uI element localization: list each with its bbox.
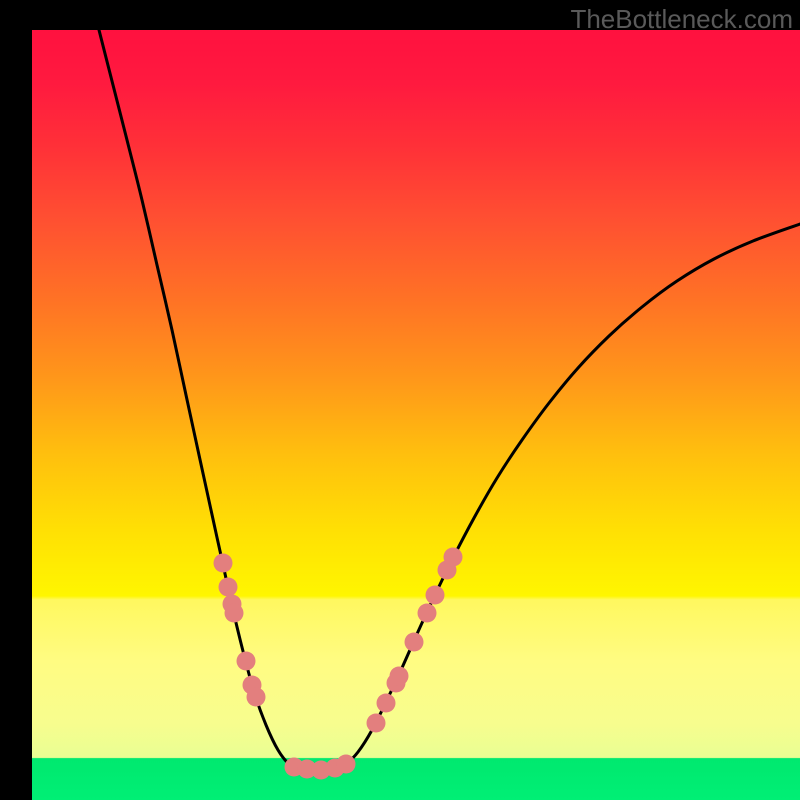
gradient-background	[32, 30, 800, 800]
curve-marker	[214, 554, 233, 573]
curve-marker	[418, 604, 437, 623]
curve-marker	[405, 633, 424, 652]
curve-marker	[426, 586, 445, 605]
curve-marker	[225, 604, 244, 623]
curve-marker	[444, 548, 463, 567]
curve-marker	[390, 667, 409, 686]
curve-marker	[219, 578, 238, 597]
curve-marker	[377, 694, 396, 713]
watermark-text: TheBottleneck.com	[570, 4, 793, 35]
curve-marker	[367, 714, 386, 733]
curve-marker	[237, 652, 256, 671]
bottleneck-chart	[0, 0, 800, 800]
curve-marker	[247, 688, 266, 707]
curve-marker	[337, 755, 356, 774]
frame-left	[0, 0, 32, 800]
